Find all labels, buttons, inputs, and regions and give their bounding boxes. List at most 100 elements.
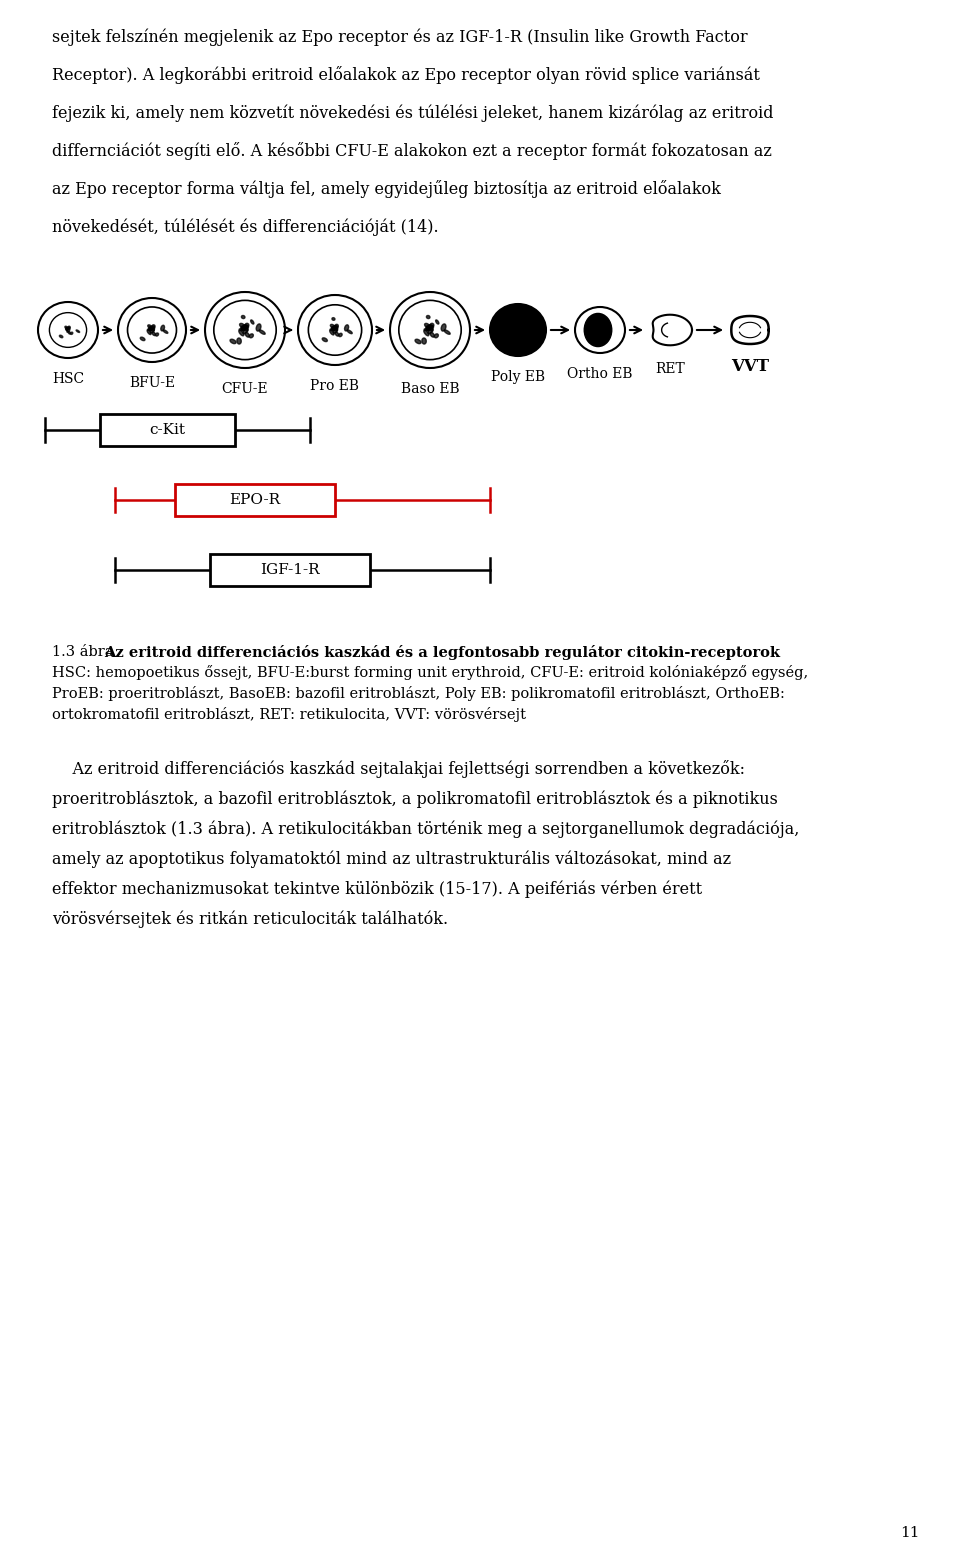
Text: fejezik ki, amely nem közvetít növekedési és túlélési jeleket, hanem kizárólag a: fejezik ki, amely nem közvetít növekedés… [52,105,774,122]
Ellipse shape [163,329,168,334]
Ellipse shape [128,308,177,353]
Ellipse shape [345,325,348,331]
Text: differnciációt segíti elő. A későbbi CFU-E alakokon ezt a receptor formát fokoza: differnciációt segíti elő. A későbbi CFU… [52,142,772,159]
Text: CFU-E: CFU-E [222,382,268,396]
Ellipse shape [256,323,261,331]
Ellipse shape [298,295,372,365]
Ellipse shape [245,323,249,328]
Ellipse shape [230,339,236,343]
Polygon shape [732,315,769,343]
Text: RET: RET [655,362,684,376]
Ellipse shape [152,325,155,328]
Ellipse shape [428,328,433,334]
Ellipse shape [430,332,434,337]
Ellipse shape [214,300,276,359]
Text: EPO-R: EPO-R [229,493,280,507]
Ellipse shape [67,328,70,329]
Ellipse shape [65,326,68,329]
Ellipse shape [66,328,68,331]
Text: Az eritroid differenciációs kaszkád és a legfontosabb regulátor citokin-receptor: Az eritroid differenciációs kaszkád és a… [105,645,780,660]
Ellipse shape [332,317,335,320]
Ellipse shape [428,325,434,328]
FancyBboxPatch shape [100,414,235,446]
Ellipse shape [241,326,245,331]
Ellipse shape [150,326,152,331]
Ellipse shape [38,301,98,357]
Ellipse shape [160,325,164,331]
Ellipse shape [426,326,430,331]
Ellipse shape [156,332,158,336]
Ellipse shape [68,331,70,334]
Ellipse shape [434,334,439,337]
Text: sejtek felszínén megjelenik az Epo receptor és az IGF-1-R (Insulin like Growth F: sejtek felszínén megjelenik az Epo recep… [52,28,748,45]
Ellipse shape [335,332,339,336]
FancyBboxPatch shape [175,484,335,517]
Ellipse shape [426,315,430,318]
Ellipse shape [148,329,153,331]
Ellipse shape [237,339,241,343]
Ellipse shape [430,328,433,331]
Ellipse shape [490,304,546,356]
Ellipse shape [245,332,250,337]
Text: effektor mechanizmusokat tekintve különbözik (15-17). A peifériás vérben érett: effektor mechanizmusokat tekintve különb… [52,880,702,898]
Text: ProEB: proeritroblászt, BasoEB: bazofil eritroblászt, Poly EB: polikromatofil er: ProEB: proeritroblászt, BasoEB: bazofil … [52,685,785,701]
Text: HSC: hemopoetikus őssejt, BFU-E:burst forming unit erythroid, CFU-E: eritroid ko: HSC: hemopoetikus őssejt, BFU-E:burst fo… [52,665,808,681]
Text: 11: 11 [900,1527,920,1541]
Ellipse shape [585,314,612,347]
Text: amely az apoptotikus folyamatoktól mind az ultrastrukturális változásokat, mind : amely az apoptotikus folyamatoktól mind … [52,851,732,868]
Text: Az eritroid differenciációs kaszkád sejtalakjai fejlettségi sorrendben a követke: Az eritroid differenciációs kaszkád sejt… [52,760,745,777]
Ellipse shape [308,304,362,356]
Ellipse shape [442,323,446,331]
Ellipse shape [390,292,470,368]
Ellipse shape [335,325,338,328]
Ellipse shape [330,325,335,328]
Text: VVT: VVT [731,357,769,375]
Ellipse shape [140,337,145,340]
Ellipse shape [152,328,155,331]
Ellipse shape [243,325,249,328]
Ellipse shape [49,312,86,348]
Text: Receptor). A legkorábbi eritroid előalakok az Epo receptor olyan rövid splice va: Receptor). A legkorábbi eritroid előalak… [52,66,760,84]
Ellipse shape [243,328,249,334]
Ellipse shape [428,325,432,328]
Ellipse shape [239,329,244,336]
Ellipse shape [436,320,439,325]
Ellipse shape [240,323,245,328]
Text: 1.3 ábra: 1.3 ábra [52,645,118,659]
Ellipse shape [151,328,155,332]
Ellipse shape [239,328,246,331]
Ellipse shape [398,300,461,359]
Ellipse shape [348,329,352,334]
Text: Baso EB: Baso EB [400,382,459,396]
Ellipse shape [329,329,334,336]
Text: ortokromatofil eritroblászt, RET: retikulocita, VVT: vörösvérsejt: ortokromatofil eritroblászt, RET: retiku… [52,707,526,723]
Ellipse shape [65,328,67,331]
Text: BFU-E: BFU-E [129,376,175,390]
Text: Poly EB: Poly EB [491,370,545,384]
Ellipse shape [118,298,186,362]
Text: eritroblásztok (1.3 ábra). A retikulocitákban történik meg a sejtorganellumok de: eritroblásztok (1.3 ábra). A retikulocit… [52,820,800,838]
Text: HSC: HSC [52,372,84,386]
Polygon shape [653,315,692,345]
Ellipse shape [241,315,245,318]
Ellipse shape [424,323,430,328]
Ellipse shape [259,329,265,334]
Ellipse shape [330,328,336,331]
Ellipse shape [335,328,337,331]
Ellipse shape [332,326,335,331]
Text: proeritroblásztok, a bazofil eritroblásztok, a polikromatofil eritroblásztok és : proeritroblásztok, a bazofil eritroblász… [52,790,778,807]
Ellipse shape [421,339,426,343]
Text: Pro EB: Pro EB [310,379,359,393]
Text: Ortho EB: Ortho EB [567,367,633,381]
Ellipse shape [323,337,327,342]
Ellipse shape [251,320,253,325]
Ellipse shape [331,326,334,331]
Ellipse shape [575,308,625,353]
Ellipse shape [147,329,151,334]
Text: c-Kit: c-Kit [150,423,185,437]
Ellipse shape [151,326,155,329]
Ellipse shape [148,325,152,328]
Text: vörösvérsejtek és ritkán reticulociták találhatók.: vörösvérsejtek és ritkán reticulociták t… [52,910,448,927]
Ellipse shape [205,292,285,368]
Ellipse shape [424,328,431,331]
